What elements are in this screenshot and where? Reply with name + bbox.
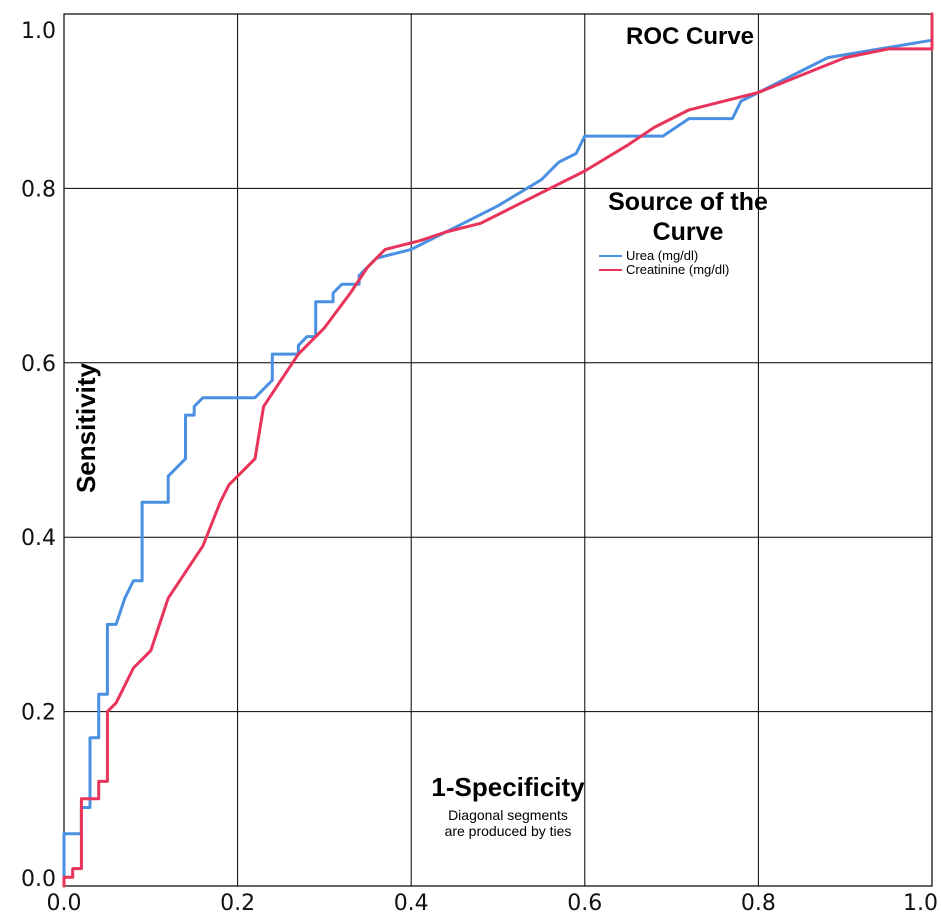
series-line-urea [62, 12, 934, 888]
legend-label: Creatinine (mg/dl) [626, 262, 729, 277]
series-lines [62, 12, 934, 888]
legend-title-line2: Curve [653, 218, 724, 246]
y-axis-label: Sensitivity [71, 362, 101, 493]
x-tick-label: 0.2 [220, 891, 255, 914]
ties-note-line1: Diagonal segments [448, 807, 568, 823]
series-line-creatinine [62, 12, 934, 888]
y-tick-label: 0.6 [21, 352, 56, 377]
legend-label: Urea (mg/dl) [626, 248, 698, 263]
y-tick-label: 0.2 [21, 701, 56, 726]
legend: Source of the Curve Urea (mg/dl)Creatini… [599, 188, 768, 277]
x-tick-label: 0.8 [741, 891, 776, 914]
y-tick-label: 0.8 [21, 177, 56, 202]
y-tick-label: 0.0 [21, 867, 56, 892]
x-axis-label: 1-Specificity [431, 772, 585, 802]
x-tick-label: 0.0 [47, 891, 82, 914]
legend-title-line1: Source of the [608, 188, 768, 216]
x-tick-label: 0.4 [394, 891, 429, 914]
x-tick-label: 0.6 [567, 891, 602, 914]
ties-note-line2: are produced by ties [445, 823, 572, 839]
grid-lines [64, 14, 932, 886]
x-axis-ticks: 0.0 0.2 0.4 0.6 0.8 1.0 [47, 891, 939, 914]
y-tick-label: 0.4 [21, 526, 56, 551]
chart-title: ROC Curve [626, 23, 754, 50]
plot-frame [63, 13, 933, 887]
y-tick-label: 1.0 [21, 19, 56, 44]
legend-items: Urea (mg/dl)Creatinine (mg/dl) [599, 248, 729, 277]
x-tick-label: 1.0 [903, 891, 938, 914]
y-axis-ticks: 0.0 0.2 0.4 0.6 0.8 1.0 [21, 19, 56, 892]
